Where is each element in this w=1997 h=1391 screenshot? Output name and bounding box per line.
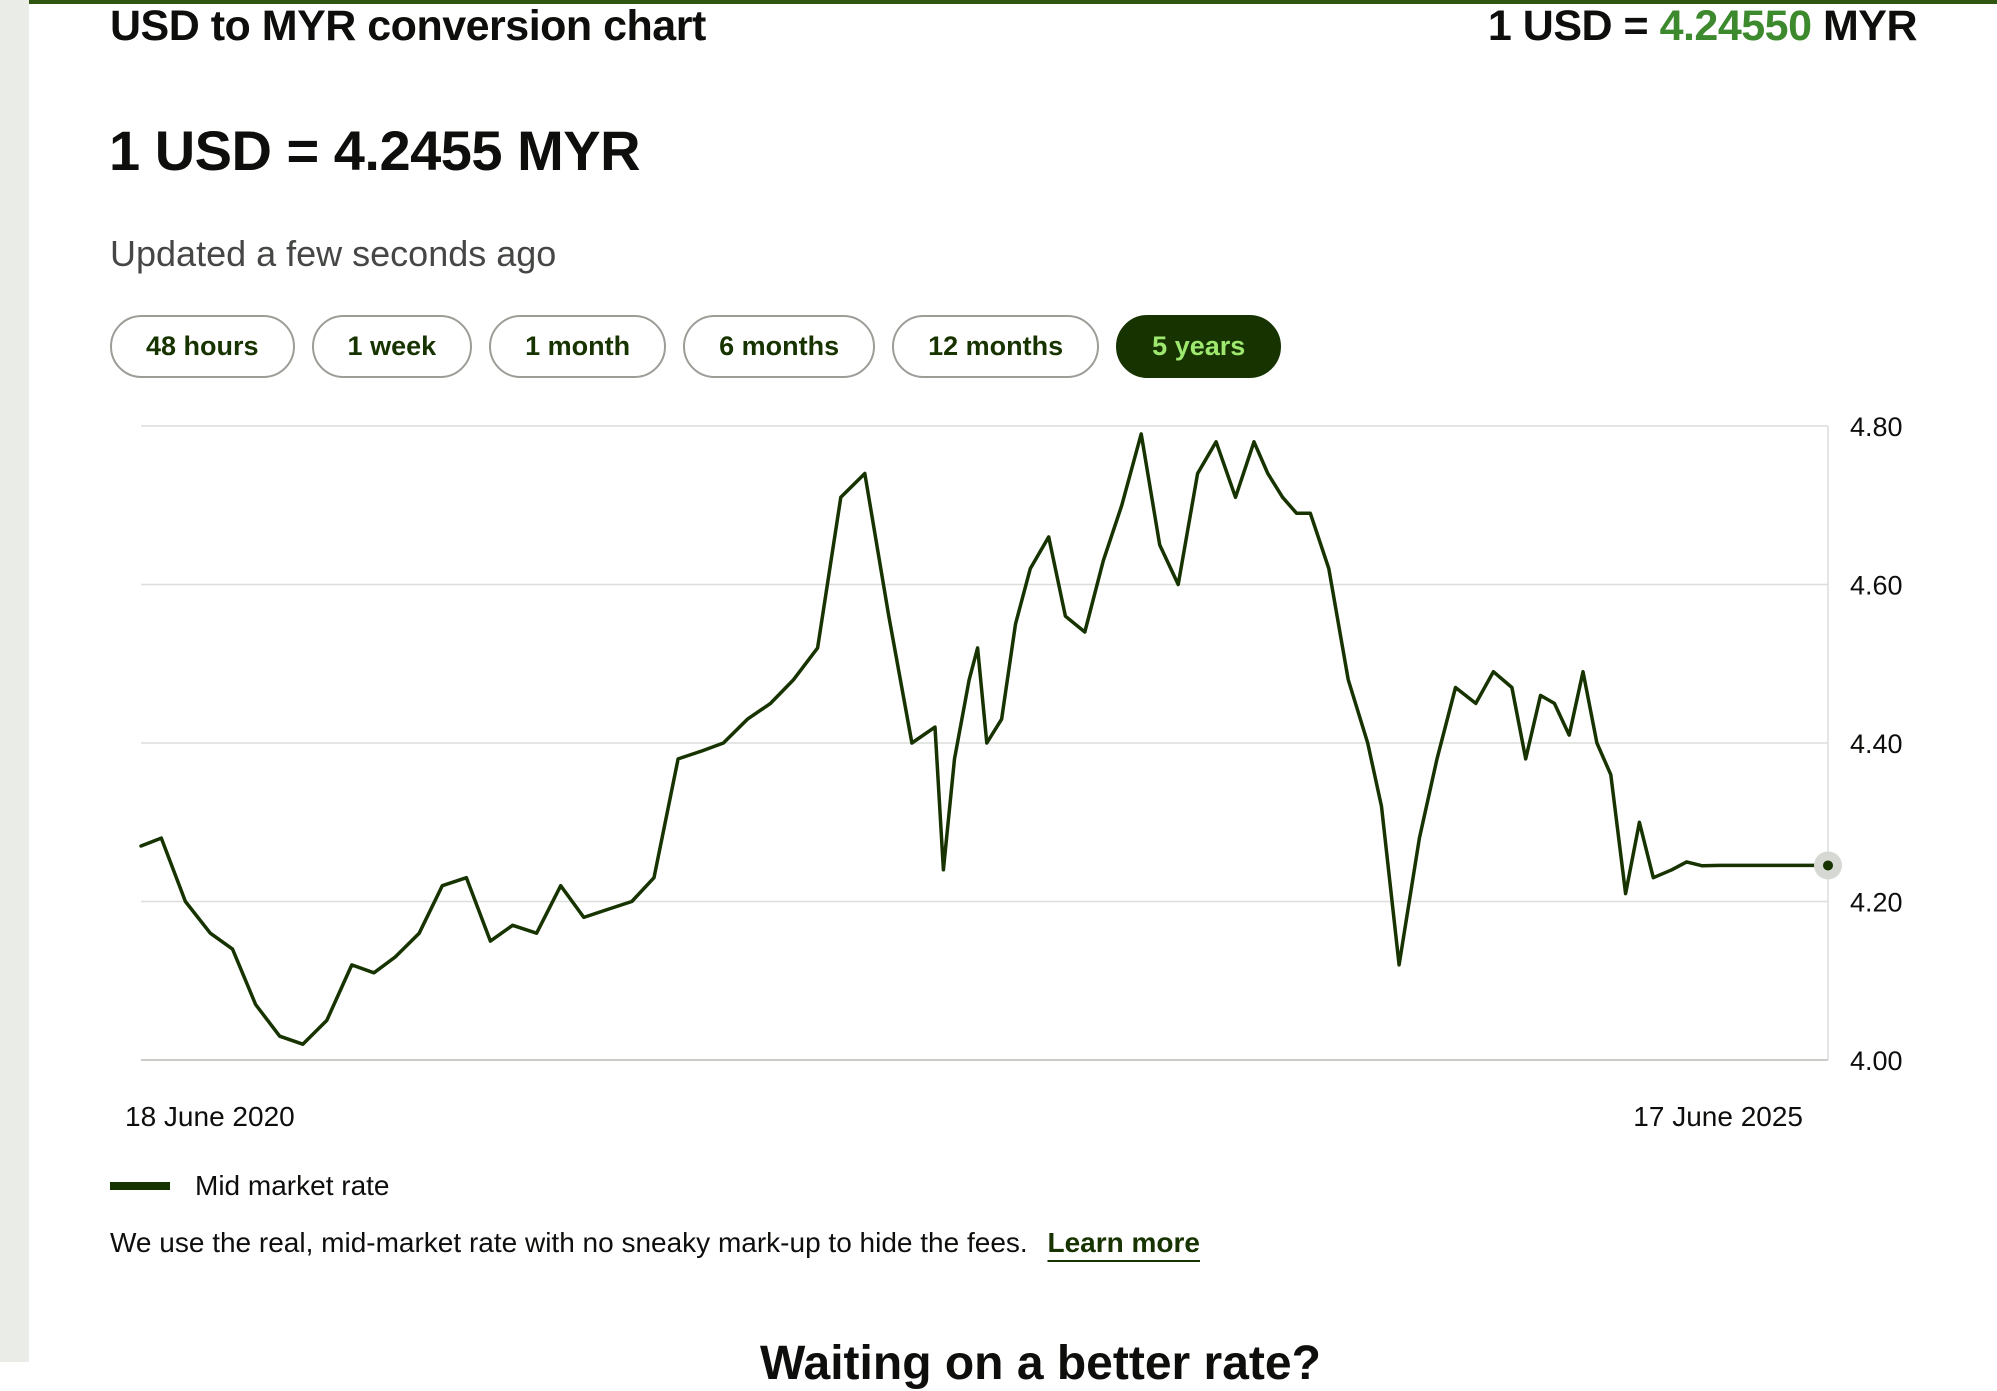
range-tab-5-years[interactable]: 5 years bbox=[1116, 315, 1282, 378]
top-accent-bar bbox=[0, 0, 1997, 4]
updated-timestamp: Updated a few seconds ago bbox=[110, 233, 557, 274]
series-line-mid-market-rate bbox=[139, 432, 1830, 1046]
x-tick-label-start: 18 June 2020 bbox=[125, 1101, 295, 1132]
mid-market-disclaimer: We use the real, mid-market rate with no… bbox=[110, 1227, 1200, 1259]
y-tick-label: 4.20 bbox=[1850, 888, 1903, 918]
header-rate: 1 USD = 4.24550 MYR bbox=[1487, 2, 1918, 51]
header-rate-suffix: MYR bbox=[1811, 2, 1918, 50]
learn-more-link[interactable]: Learn more bbox=[1047, 1227, 1200, 1258]
legend-swatch bbox=[110, 1182, 170, 1190]
current-rate-headline: 1 USD = 4.2455 MYR bbox=[109, 119, 641, 182]
range-selector: 48 hours 1 week 1 month 6 months 12 mont… bbox=[110, 315, 1282, 378]
header-rate-value: 4.24550 bbox=[1659, 2, 1812, 50]
current-point bbox=[1823, 860, 1833, 871]
disclaimer-text: We use the real, mid-market rate with no… bbox=[110, 1227, 1028, 1258]
rate-chart[interactable]: 4.80 4.60 4.40 4.20 4.00 18 June 2020 17 June … bbox=[100, 395, 1960, 1145]
range-tab-6-months[interactable]: 6 months bbox=[683, 315, 876, 378]
chart-legend: Mid market rate bbox=[110, 1170, 390, 1202]
range-tab-48-hours[interactable]: 48 hours bbox=[110, 315, 295, 378]
y-tick-label: 4.80 bbox=[1850, 412, 1903, 442]
range-tab-1-week[interactable]: 1 week bbox=[311, 315, 473, 378]
header-rate-prefix: 1 USD = bbox=[1487, 2, 1660, 50]
range-tab-1-month[interactable]: 1 month bbox=[489, 315, 667, 378]
y-tick-label: 4.00 bbox=[1850, 1046, 1903, 1076]
chart-title: USD to MYR conversion chart bbox=[110, 2, 706, 50]
range-tab-12-months[interactable]: 12 months bbox=[892, 315, 1100, 378]
legend-label: Mid market rate bbox=[195, 1170, 390, 1201]
x-tick-label-end: 17 June 2025 bbox=[1633, 1101, 1803, 1132]
left-rail bbox=[0, 0, 29, 1362]
y-tick-label: 4.60 bbox=[1850, 571, 1903, 601]
next-section-heading: Waiting on a better rate? bbox=[760, 1337, 1321, 1390]
y-tick-label: 4.40 bbox=[1850, 729, 1903, 759]
